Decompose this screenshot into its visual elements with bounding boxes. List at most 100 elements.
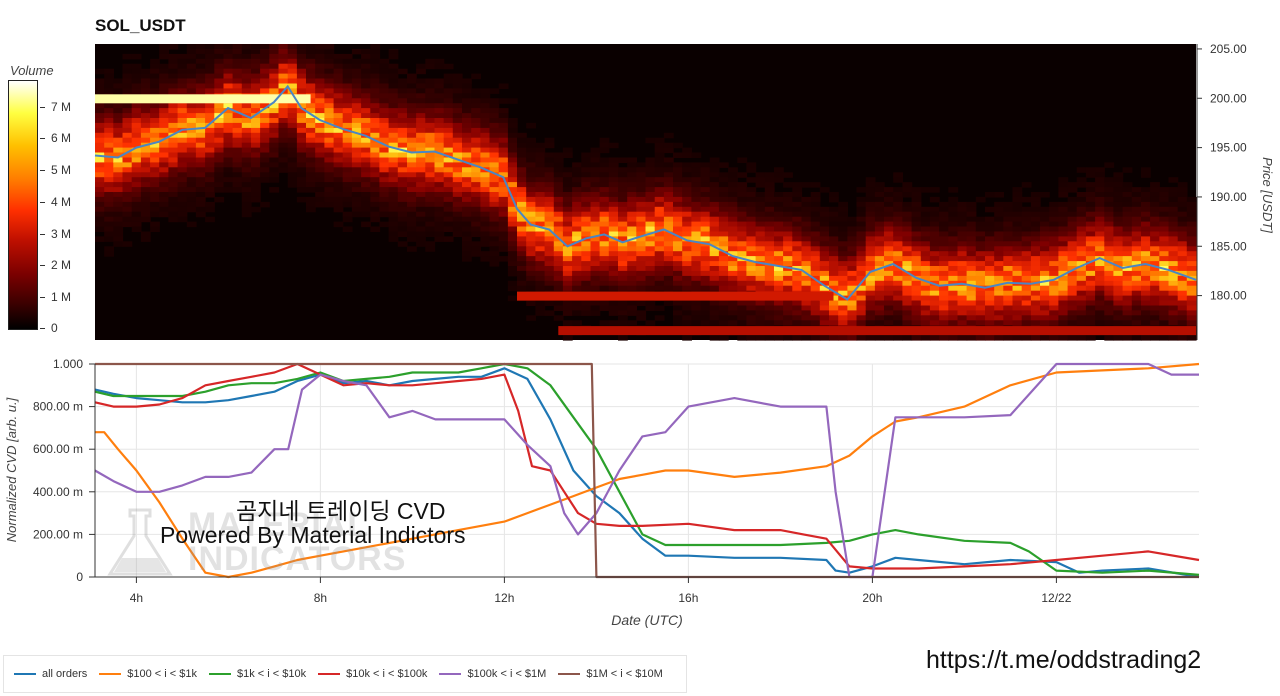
heatmap-cell: [838, 315, 848, 321]
legend-item[interactable]: $100 < i < $1k: [99, 668, 197, 680]
heatmap-cell: [911, 236, 922, 242]
cvd-x-tick-label: 8h: [314, 591, 327, 605]
heatmap-cell: [691, 285, 702, 292]
heatmap-cell: [1122, 256, 1133, 262]
heatmap-cell: [865, 187, 876, 193]
heatmap-cell: [874, 305, 885, 311]
heatmap-cell: [425, 152, 436, 158]
heatmap-cell: [452, 162, 463, 168]
heatmap-cell: [985, 285, 995, 292]
heatmap-cell: [342, 162, 353, 168]
heatmap-cell: [1095, 187, 1105, 193]
heatmap-cell: [195, 53, 206, 60]
heatmap-cell: [1003, 226, 1014, 232]
heatmap-cell: [1095, 241, 1105, 247]
heatmap-cell: [443, 152, 454, 158]
legend-item[interactable]: $1k < i < $10k: [208, 668, 306, 680]
heatmap-cell: [1141, 192, 1151, 198]
heatmap-cell: [700, 246, 711, 252]
heatmap-cell: [636, 221, 647, 228]
heatmap-cell: [856, 196, 867, 203]
heatmap-cell: [1122, 290, 1133, 297]
heatmap-cell: [1085, 187, 1096, 193]
heatmap-cell: [251, 192, 261, 198]
heatmap-cell: [113, 142, 124, 149]
heatmap-cell: [774, 241, 784, 247]
heatmap-cell: [572, 246, 582, 252]
heatmap-cell: [278, 83, 289, 89]
heatmap-cell: [241, 142, 252, 149]
heatmap-cell: [159, 201, 169, 208]
heatmap-cell: [627, 162, 637, 168]
heatmap-cell: [920, 256, 931, 262]
heatmap-cell: [177, 142, 188, 149]
heatmap-cell: [1067, 187, 1078, 193]
heatmap-cell: [1141, 201, 1151, 208]
heatmap-cell: [489, 152, 500, 158]
heatmap-cell: [691, 177, 702, 183]
heatmap-cell: [1012, 285, 1023, 292]
heatmap-cell: [205, 172, 215, 178]
heatmap-cell: [159, 83, 169, 89]
heatmap-cell: [948, 187, 959, 193]
heatmap-cell: [718, 315, 729, 321]
heatmap-cell: [1168, 192, 1179, 198]
colorbar-tick: 4 M: [40, 195, 71, 209]
heatmap-cell: [315, 48, 325, 55]
heatmap-cell: [462, 88, 472, 94]
heatmap-cell: [379, 162, 390, 168]
heatmap-cell: [150, 187, 160, 193]
heatmap-cell: [709, 270, 720, 277]
heatmap-cell: [572, 167, 582, 173]
legend-item[interactable]: $1M < i < $10M: [558, 668, 663, 680]
heatmap-cell: [306, 78, 316, 84]
heatmap-cell: [324, 167, 335, 173]
heatmap-cell: [746, 201, 757, 208]
heatmap-cell: [1067, 236, 1078, 242]
heatmap-cell: [737, 157, 748, 163]
heatmap-cell: [416, 201, 426, 208]
heatmap-cell: [1030, 261, 1041, 267]
heatmap-cell: [645, 275, 656, 282]
heatmap-cell: [425, 182, 436, 188]
heatmap-cell: [140, 88, 151, 94]
heatmap-cell: [1003, 201, 1014, 208]
heatmap-cell: [104, 196, 114, 203]
heatmap-cell: [1003, 270, 1014, 277]
telegram-link[interactable]: https://t.me/oddstrading2: [926, 646, 1202, 674]
heatmap-cell: [140, 192, 151, 198]
heatmap-cell: [1076, 216, 1087, 223]
heatmap-cell: [214, 132, 225, 139]
heatmap-cell: [562, 300, 573, 306]
heatmap-cell: [104, 167, 114, 173]
heatmap-cell: [113, 162, 124, 168]
heatmap-cell: [755, 270, 766, 277]
heatmap-cell: [498, 246, 509, 252]
heatmap-cell: [544, 167, 555, 173]
heatmap-cell: [985, 310, 995, 316]
heatmap-cell: [884, 231, 894, 237]
legend-item[interactable]: $10k < i < $100k: [318, 668, 427, 680]
heatmap-cell: [287, 58, 298, 65]
heatmap-cell: [1049, 335, 1059, 341]
heatmap-cell: [709, 201, 720, 208]
heatmap-cell: [342, 98, 353, 104]
heatmap-cell: [975, 300, 986, 306]
heatmap-cell: [397, 231, 408, 237]
heatmap-cell: [462, 122, 472, 129]
heatmap-cell: [150, 167, 160, 173]
heatmap-cell: [315, 137, 325, 144]
heatmap-cell: [985, 241, 995, 247]
legend-item[interactable]: $100k < i < $1M: [439, 668, 546, 680]
heatmap-cell: [462, 113, 472, 119]
heatmap-cell: [131, 103, 142, 109]
legend-item[interactable]: all orders: [14, 668, 87, 680]
heatmap-cell: [434, 98, 445, 104]
heatmap-cell: [572, 266, 582, 272]
heatmap-cell: [315, 142, 325, 149]
heatmap-cell: [507, 295, 518, 302]
heatmap-cell: [434, 201, 445, 208]
heatmap-cell: [810, 236, 821, 242]
heatmap-cell: [948, 221, 959, 228]
heatmap-cell: [1040, 192, 1050, 198]
